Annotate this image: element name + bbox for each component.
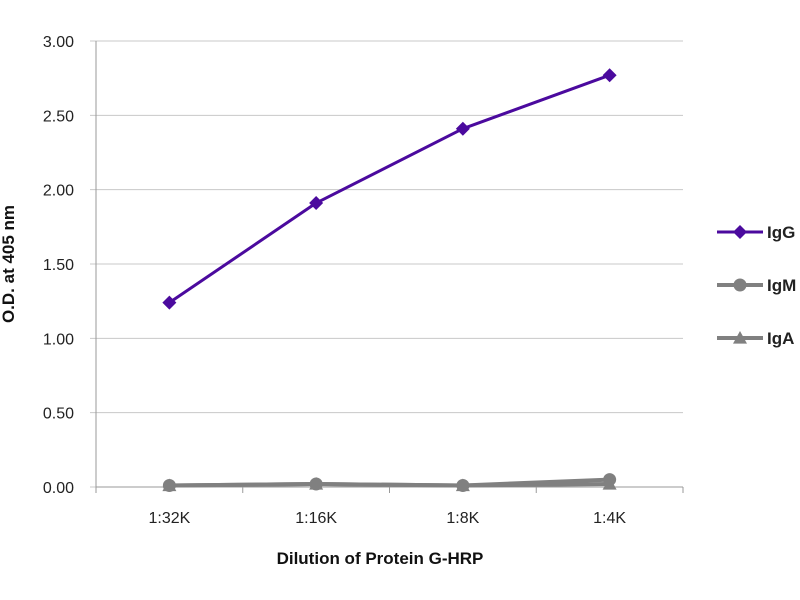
data-point-igg bbox=[309, 196, 324, 211]
data-point-igg bbox=[455, 121, 470, 136]
legend-marker bbox=[733, 331, 747, 344]
x-tick-label: 1:4K bbox=[593, 510, 626, 527]
y-tick-label: 2.00 bbox=[43, 183, 74, 200]
y-tick-labels: 0.00 0.50 1.00 1.50 2.00 2.50 3.00 bbox=[43, 34, 74, 497]
data-point-igg bbox=[602, 68, 617, 83]
legend-label: IgA bbox=[767, 329, 794, 348]
y-tick-label: 3.00 bbox=[43, 34, 74, 51]
legend-item-igg: IgG bbox=[717, 223, 795, 242]
x-axis-title: Dilution of Protein G-HRP bbox=[277, 549, 484, 568]
series-group bbox=[162, 68, 617, 493]
gridlines bbox=[90, 40, 683, 488]
y-tick-label: 0.50 bbox=[43, 406, 74, 423]
data-point-igg bbox=[162, 295, 177, 310]
data-point-igm bbox=[603, 473, 617, 487]
legend: IgG IgM IgA bbox=[717, 223, 796, 348]
y-axis-title: O.D. at 405 nm bbox=[0, 205, 18, 323]
y-tick-label: 1.50 bbox=[43, 257, 74, 274]
data-point-igm bbox=[309, 477, 323, 491]
legend-label: IgM bbox=[767, 276, 796, 295]
x-tick-labels: 1:32K 1:16K 1:8K 1:4K bbox=[148, 510, 626, 527]
legend-item-igm: IgM bbox=[717, 276, 796, 295]
data-point-igm bbox=[456, 479, 470, 493]
y-tick-label: 0.00 bbox=[43, 480, 74, 497]
y-tick-label: 1.00 bbox=[43, 331, 74, 348]
legend-label: IgG bbox=[767, 223, 795, 242]
series-line-igg bbox=[168, 73, 611, 304]
series-igg bbox=[162, 68, 617, 310]
legend-marker bbox=[733, 225, 747, 239]
x-tick-label: 1:16K bbox=[295, 510, 337, 527]
legend-marker bbox=[733, 278, 747, 292]
y-tick-label: 2.50 bbox=[43, 108, 74, 125]
legend-item-iga: IgA bbox=[717, 329, 794, 348]
data-point-igm bbox=[162, 479, 176, 493]
x-tick-label: 1:8K bbox=[446, 510, 479, 527]
x-tick-label: 1:32K bbox=[148, 510, 190, 527]
axes bbox=[95, 41, 684, 493]
series-line-igm bbox=[169, 477, 610, 488]
series-igm bbox=[162, 473, 617, 493]
